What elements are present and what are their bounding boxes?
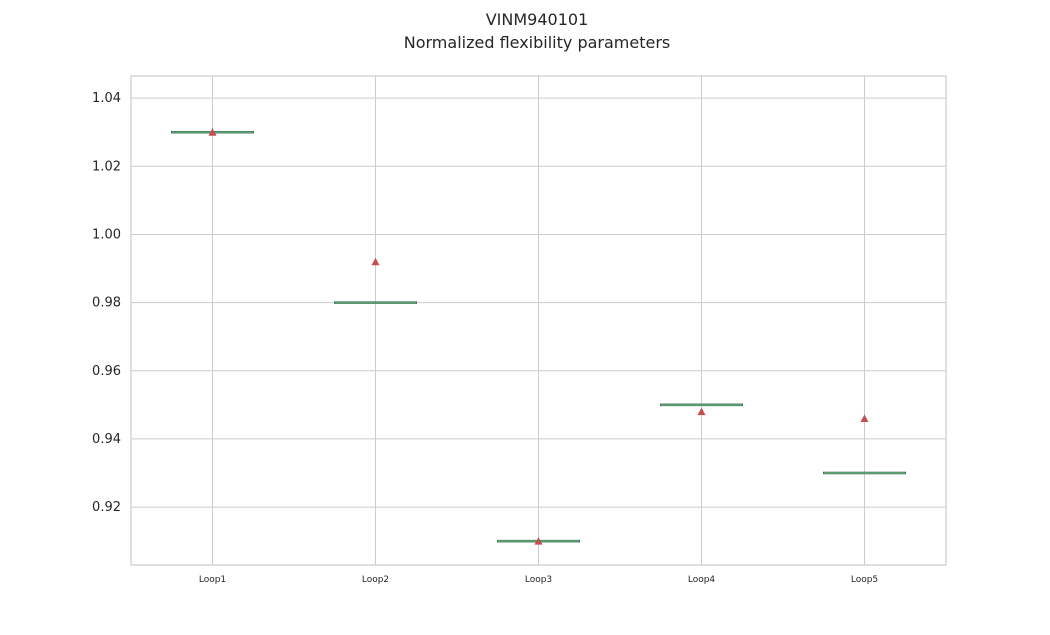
y-tick-label: 0.96 bbox=[92, 364, 121, 379]
y-tick-label: 0.94 bbox=[92, 432, 121, 447]
mean-marker bbox=[371, 257, 380, 266]
x-tick-label: Loop1 bbox=[199, 575, 226, 585]
y-tick-label: 0.92 bbox=[92, 500, 121, 515]
axes-frame bbox=[130, 75, 947, 566]
mean-marker bbox=[697, 407, 706, 416]
plot-area: 0.92 0.94 0.96 0.98 1.00 1.02 1.04 Loop1 Loop2 Lo… bbox=[92, 75, 947, 585]
y-tick-label: 1.02 bbox=[92, 159, 121, 174]
x-tick-label: Loop5 bbox=[851, 575, 878, 585]
x-tick-label: Loop2 bbox=[362, 575, 389, 585]
mean-marker bbox=[860, 414, 869, 422]
mean-marker bbox=[534, 537, 543, 545]
y-tick-label: 1.04 bbox=[92, 91, 121, 106]
x-tick-label: Loop3 bbox=[525, 575, 552, 585]
mean-marker bbox=[208, 128, 217, 136]
y-tick-label: 0.98 bbox=[92, 296, 121, 311]
chart-title: VINM940101 bbox=[486, 10, 589, 29]
chart-subtitle: Normalized flexibility parameters bbox=[404, 33, 671, 52]
y-tick-label: 1.00 bbox=[92, 227, 121, 242]
x-tick-label: Loop4 bbox=[688, 575, 716, 585]
